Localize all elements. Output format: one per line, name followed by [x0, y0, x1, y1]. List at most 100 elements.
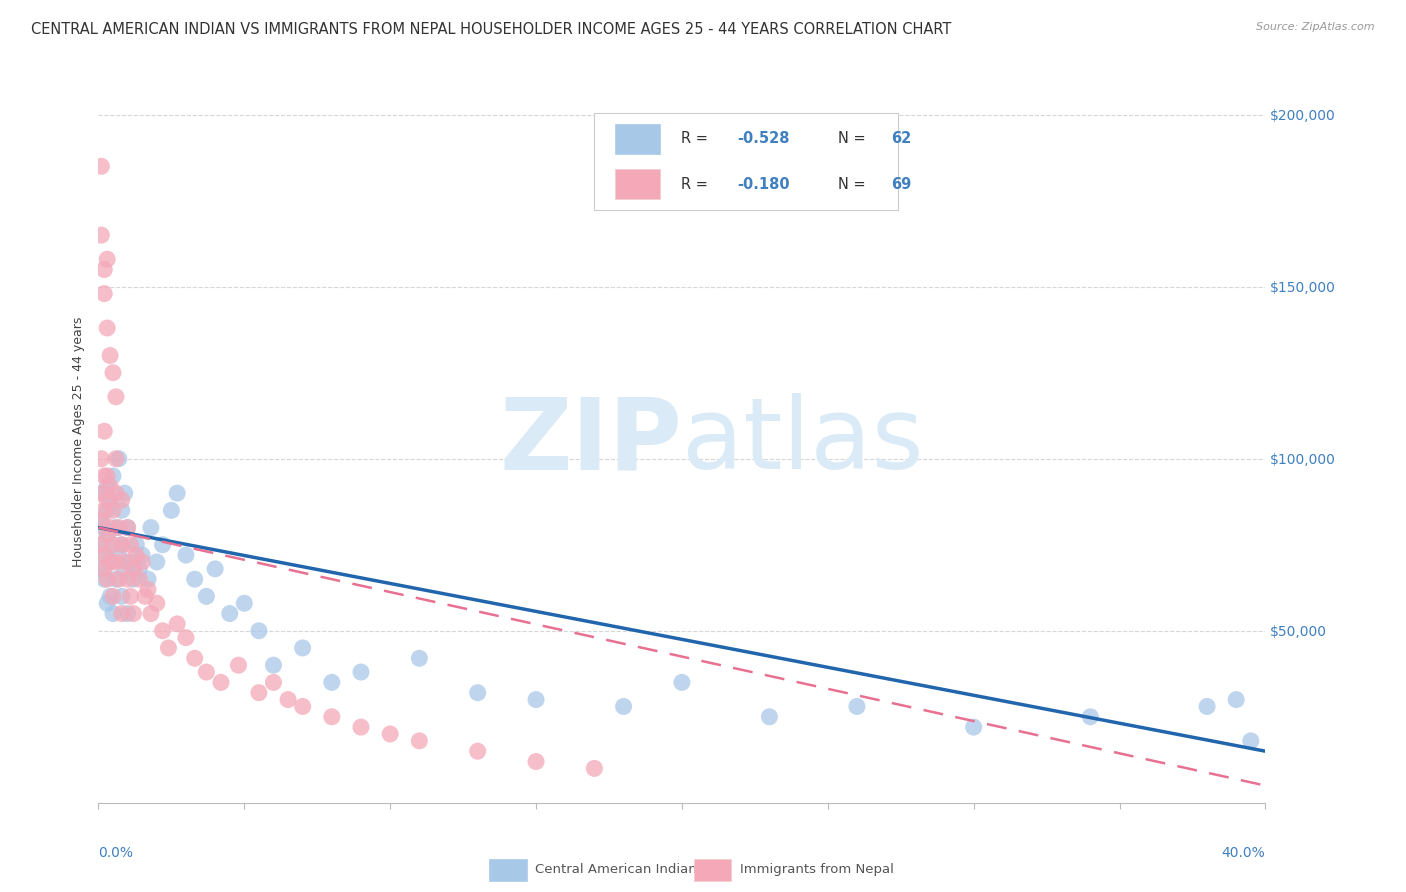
Point — [98, 590, 121, 604]
Point — [758, 710, 780, 724]
Point — [90, 514, 112, 528]
Point — [612, 699, 634, 714]
Text: 0.0%: 0.0% — [98, 847, 134, 860]
Point — [98, 493, 121, 508]
Point — [146, 596, 169, 610]
Point — [350, 665, 373, 679]
Y-axis label: Householder Income Ages 25 - 44 years: Householder Income Ages 25 - 44 years — [72, 317, 86, 566]
Point — [98, 555, 121, 569]
Point — [1080, 710, 1102, 724]
Point — [467, 744, 489, 758]
Point — [120, 538, 142, 552]
Point — [93, 562, 115, 576]
Point — [583, 761, 606, 775]
Point — [96, 572, 118, 586]
Point — [111, 607, 134, 621]
Point — [125, 548, 148, 562]
Text: 40.0%: 40.0% — [1222, 847, 1265, 860]
Point — [98, 479, 121, 493]
Point — [98, 349, 121, 363]
Point — [408, 651, 430, 665]
Point — [108, 548, 131, 562]
Point — [195, 590, 218, 604]
Point — [93, 262, 115, 277]
Point — [93, 520, 115, 534]
Point — [128, 562, 150, 576]
Point — [262, 675, 284, 690]
Text: Source: ZipAtlas.com: Source: ZipAtlas.com — [1257, 22, 1375, 32]
Point — [233, 596, 256, 610]
Point — [139, 607, 162, 621]
Text: -0.180: -0.180 — [737, 177, 789, 192]
Text: ZIP: ZIP — [499, 393, 682, 490]
Bar — [693, 859, 731, 880]
Point — [117, 520, 139, 534]
Bar — [489, 859, 527, 880]
Point — [228, 658, 250, 673]
Point — [128, 572, 150, 586]
Point — [204, 562, 226, 576]
Point — [114, 486, 136, 500]
Point — [90, 159, 112, 173]
Point — [98, 555, 121, 569]
Text: Immigrants from Nepal: Immigrants from Nepal — [741, 863, 894, 877]
Point — [174, 631, 197, 645]
Point — [262, 658, 284, 673]
Point — [183, 651, 205, 665]
Point — [467, 686, 489, 700]
Point — [90, 486, 112, 500]
Point — [1225, 692, 1247, 706]
Point — [111, 493, 134, 508]
Point — [93, 548, 115, 562]
Point — [291, 640, 314, 655]
Point — [96, 503, 118, 517]
Point — [93, 572, 115, 586]
Point — [98, 520, 121, 534]
Point — [160, 503, 183, 517]
Point — [104, 486, 127, 500]
Point — [93, 424, 115, 438]
Point — [671, 675, 693, 690]
Point — [108, 520, 131, 534]
Text: -0.528: -0.528 — [737, 131, 789, 146]
Point — [96, 479, 118, 493]
Point — [90, 538, 112, 552]
Point — [139, 520, 162, 534]
Point — [152, 624, 174, 638]
Point — [166, 486, 188, 500]
Point — [1195, 699, 1218, 714]
Point — [114, 555, 136, 569]
Point — [96, 321, 118, 335]
Point — [152, 538, 174, 552]
Point — [131, 555, 153, 569]
Bar — [616, 124, 659, 154]
Point — [93, 486, 115, 500]
Point — [350, 720, 373, 734]
Point — [101, 607, 124, 621]
Point — [90, 451, 112, 466]
Point — [104, 390, 127, 404]
Text: atlas: atlas — [682, 393, 924, 490]
Text: R =: R = — [681, 177, 713, 192]
Point — [117, 520, 139, 534]
Point — [101, 538, 124, 552]
FancyBboxPatch shape — [595, 112, 898, 211]
Point — [108, 451, 131, 466]
Point — [136, 572, 159, 586]
Point — [125, 538, 148, 552]
Text: 62: 62 — [891, 131, 911, 146]
Point — [96, 252, 118, 267]
Point — [101, 538, 124, 552]
Point — [111, 590, 134, 604]
Text: N =: N = — [838, 131, 870, 146]
Point — [114, 562, 136, 576]
Point — [120, 555, 142, 569]
Point — [111, 503, 134, 517]
Point — [846, 699, 869, 714]
Point — [174, 548, 197, 562]
Point — [101, 469, 124, 483]
Point — [131, 548, 153, 562]
Point — [101, 590, 124, 604]
Point — [195, 665, 218, 679]
Point — [104, 520, 127, 534]
